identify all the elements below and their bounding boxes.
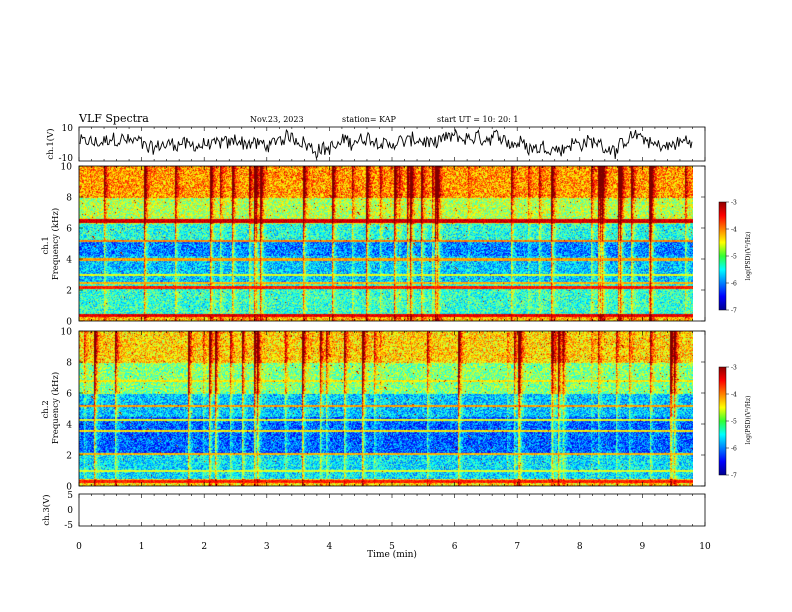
ch3-waveform-xticks	[78, 494, 706, 526]
x-tick-label: 10	[699, 542, 711, 552]
colorbar-tick-label: -5	[731, 419, 737, 426]
ch1-waveform-line	[79, 128, 693, 160]
ch1-waveform-panel: 10 -10 ch.1(V)	[45, 124, 706, 164]
x-tick-label: 7	[514, 542, 520, 552]
ch3-waveform-panel: 5 0 -5 ch.3(V)	[41, 491, 706, 531]
figure-title: VLF Spectra	[78, 112, 149, 125]
colorbar-tick-label: -6	[731, 446, 737, 453]
y-tick-label: 4	[66, 256, 72, 266]
ch2-spectrogram-image	[79, 331, 693, 486]
ch1-ytick-bottom: -10	[59, 154, 74, 164]
colorbar-tick-label: -7	[731, 473, 737, 480]
ch2-spectrogram-yticks: 0 2 4 6 8 10	[61, 328, 705, 493]
ch3-waveform-ylabel: ch.3(V)	[41, 494, 52, 525]
ch1-ylabel-channel: ch.1	[41, 236, 51, 254]
x-axis-tick-labels: 0 1 2 3 4 5 6 7 8 9 10	[76, 542, 711, 552]
start-time-label: start UT = 10: 20: 1	[437, 115, 518, 124]
y-tick-label: 10	[61, 163, 73, 173]
colorbar-tick-label: -3	[731, 200, 737, 207]
ch1-ytick-top: 10	[62, 124, 74, 134]
ch1-spectrogram-image	[79, 166, 693, 321]
y-tick-label: 8	[66, 194, 72, 204]
x-axis-label: Time (min)	[367, 549, 417, 560]
ch1-colorbar-label: log(PSD)(V²/Hz)	[745, 232, 752, 281]
date-label: Nov.23, 2023	[250, 115, 304, 124]
x-tick-label: 2	[201, 542, 207, 552]
colorbar-tick-label: -3	[731, 365, 737, 372]
station-label: station= KAP	[342, 115, 397, 124]
ch1-colorbar	[718, 201, 727, 311]
colorbar-tick-label: -4	[731, 392, 737, 399]
ch3-ytick-bottom: -5	[64, 521, 73, 531]
ch3-ytick-top: 5	[67, 491, 73, 501]
ch2-ylabel-channel: ch.2	[41, 400, 51, 418]
x-tick-label: 1	[139, 542, 145, 552]
ch1-waveform-xticks	[78, 127, 706, 161]
x-tick-label: 5	[389, 542, 395, 552]
y-tick-label: 6	[66, 225, 72, 235]
x-tick-label: 8	[577, 542, 583, 552]
ch2-colorbar	[718, 366, 727, 476]
ch1-spectrogram-yticks: 0 2 4 6 8 10	[61, 163, 705, 328]
ch2-colorbar-label: log(PSD)(V²/Hz)	[745, 396, 752, 445]
y-tick-label: 10	[61, 328, 73, 338]
y-tick-label: 8	[66, 359, 72, 369]
colorbar-tick-label: -5	[731, 254, 737, 261]
y-tick-label: 2	[66, 287, 72, 297]
x-tick-label: 9	[640, 542, 646, 552]
colorbar-tick-label: -6	[731, 281, 737, 288]
ch1-spectrogram-xticks	[78, 166, 706, 321]
y-tick-label: 4	[66, 421, 72, 431]
ch1-colorbar-ticks: -3 -4 -5 -6 -7	[726, 200, 737, 315]
x-tick-label: 6	[452, 542, 458, 552]
colorbar-tick-label: -7	[731, 308, 737, 315]
y-tick-label: 0	[66, 318, 72, 328]
ch2-spectrogram-xticks	[78, 331, 706, 486]
ch1-spectrogram-ylabel: ch.1 Frequency (kHz)	[41, 208, 61, 280]
ch3-ytick-mid: 0	[67, 506, 73, 516]
y-tick-label: 0	[66, 483, 72, 493]
x-tick-label: 4	[327, 542, 333, 552]
x-tick-label: 0	[76, 542, 82, 552]
ch2-colorbar-ticks: -3 -4 -5 -6 -7	[726, 365, 737, 480]
colorbar-tick-label: -4	[731, 227, 737, 234]
ch1-waveform-ylabel: ch.1(V)	[45, 128, 56, 159]
ch1-ylabel-frequency: Frequency (kHz)	[50, 208, 61, 280]
y-tick-label: 2	[66, 452, 72, 462]
y-tick-label: 6	[66, 390, 72, 400]
ch2-spectrogram-ylabel: ch.2 Frequency (kHz)	[41, 372, 61, 444]
ch2-ylabel-frequency: Frequency (kHz)	[50, 372, 61, 444]
x-tick-label: 3	[264, 542, 270, 552]
